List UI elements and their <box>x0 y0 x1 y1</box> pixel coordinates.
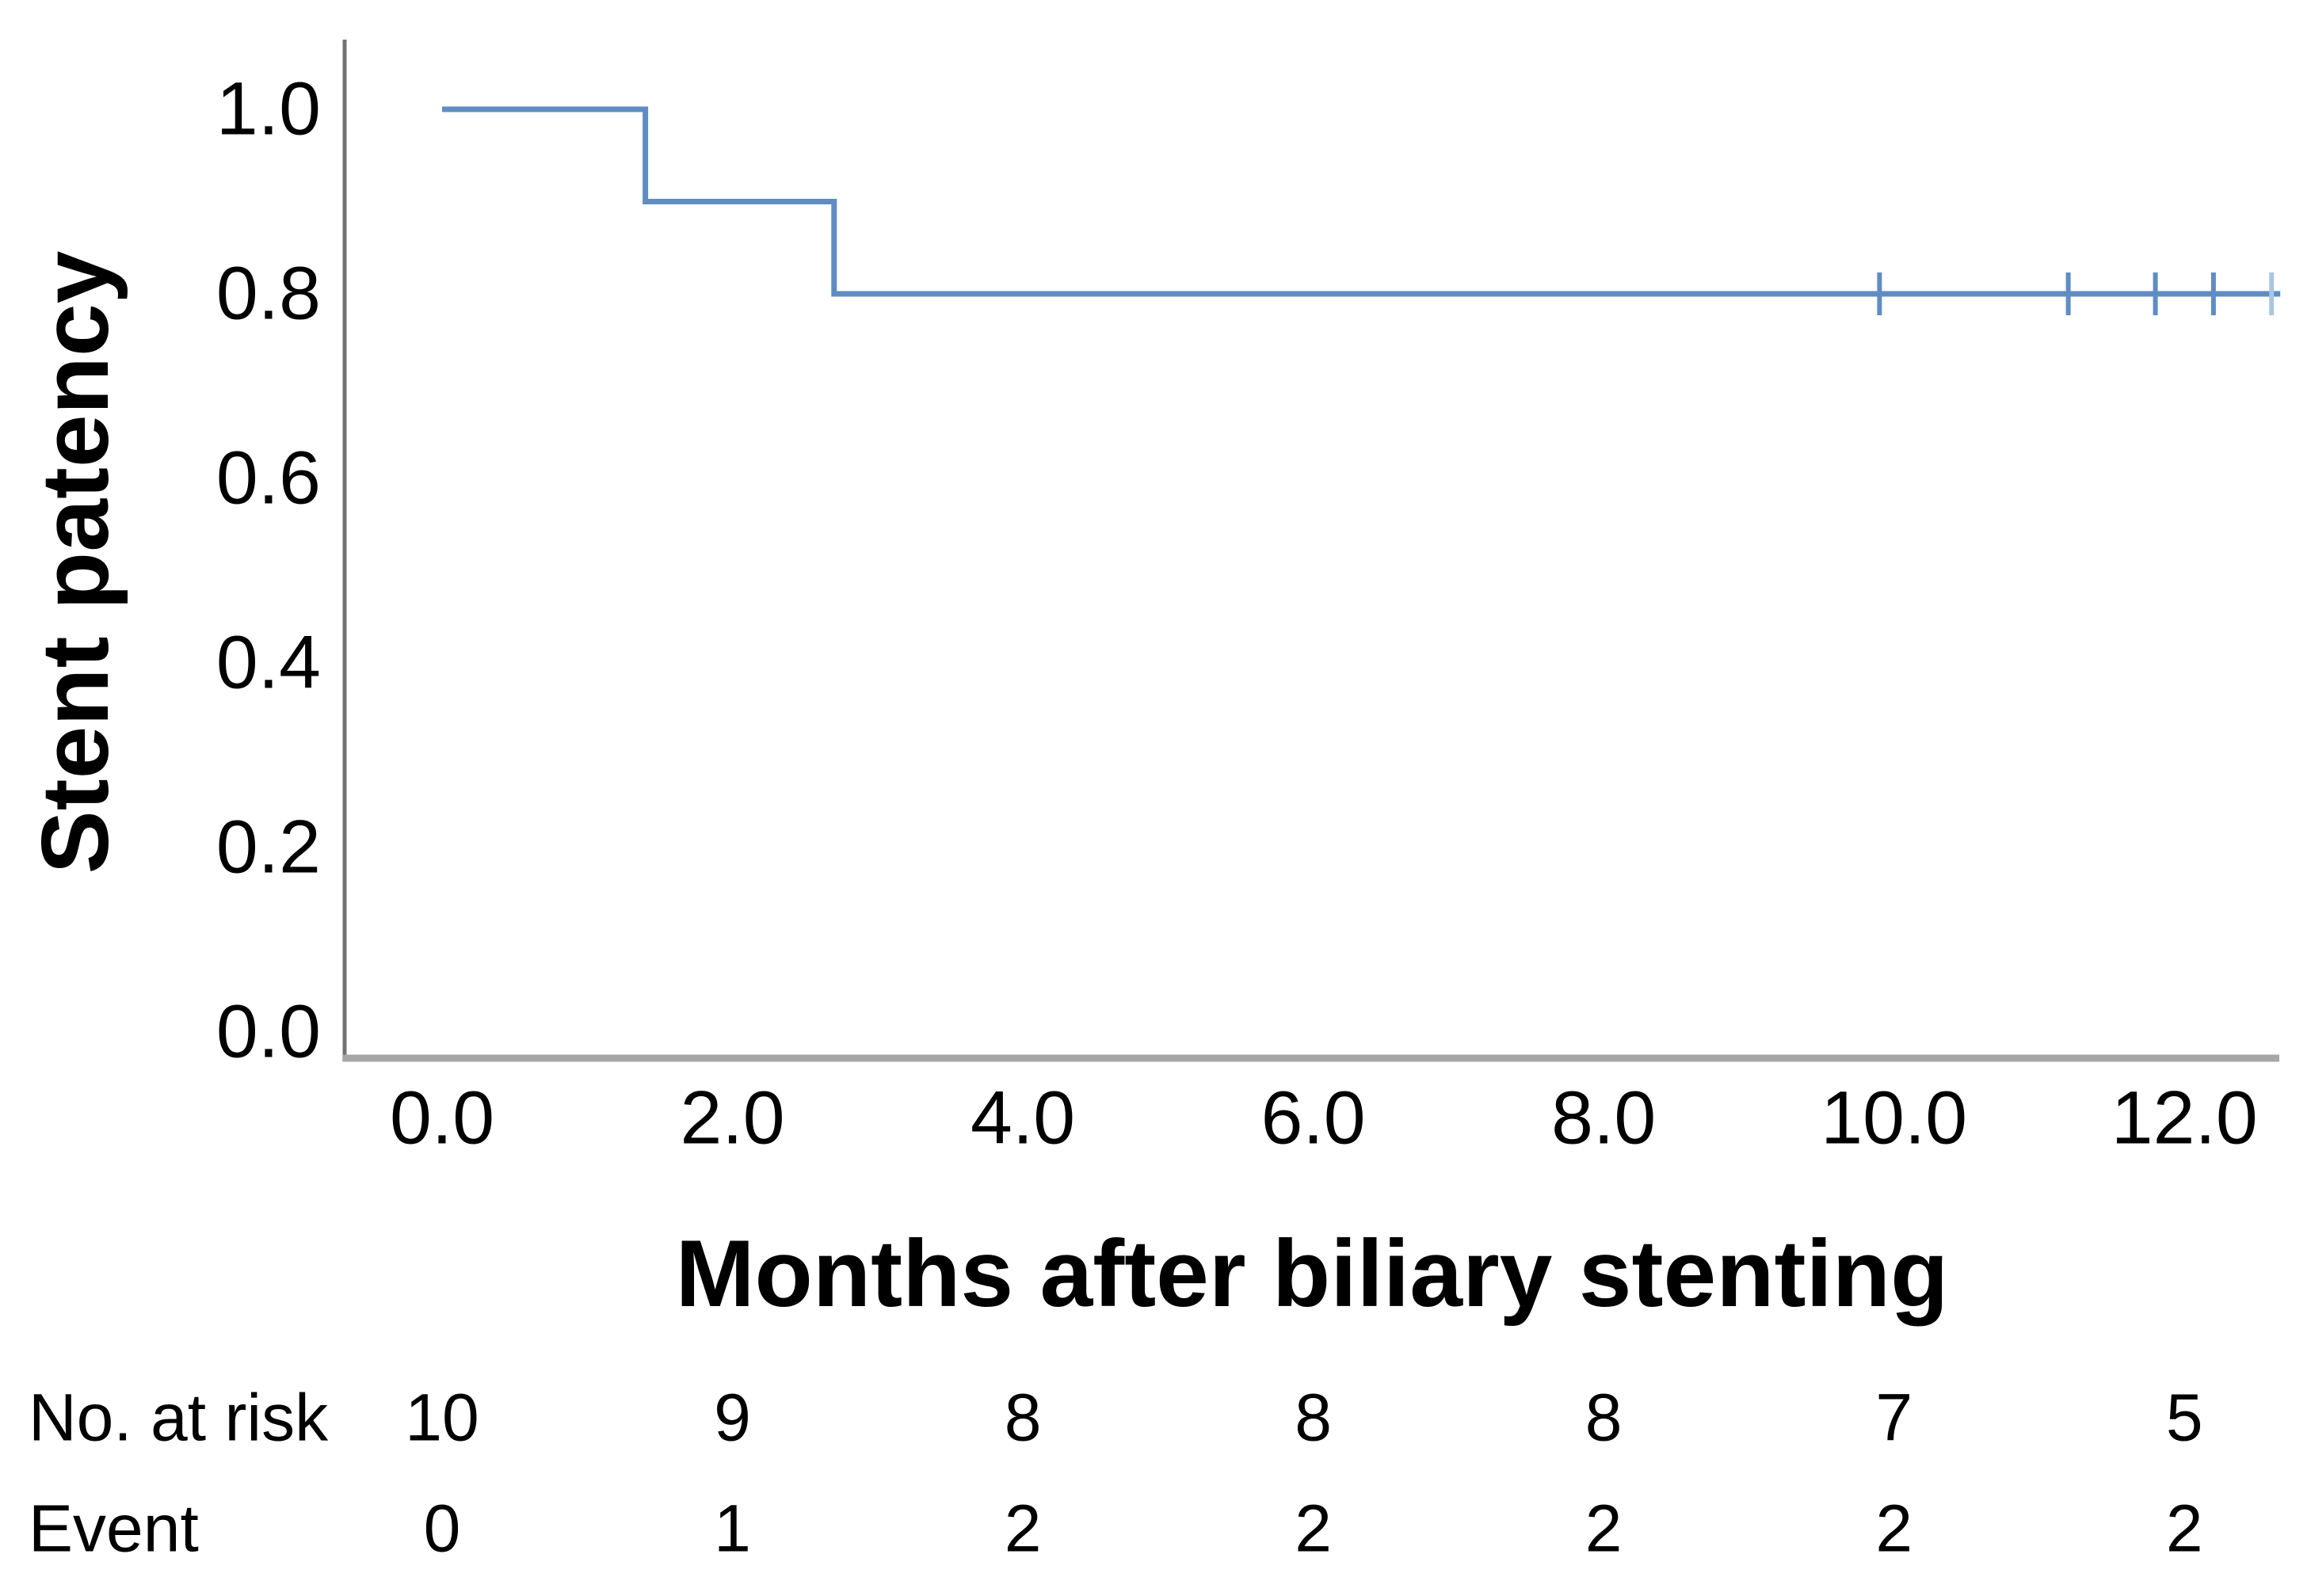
axes-layer <box>342 40 2279 1062</box>
y-tick-label: 1.0 <box>215 67 321 151</box>
risk-table-row-label-event: Event <box>29 1491 199 1566</box>
x-tick-label: 2.0 <box>680 1076 785 1160</box>
risk-table-row-label-at-risk: No. at risk <box>29 1380 329 1455</box>
x-axis-title: Months after biliary stenting <box>675 1221 1949 1327</box>
event-count: 2 <box>2165 1491 2203 1566</box>
x-tick-label: 4.0 <box>971 1076 1076 1160</box>
y-tick-label: 0.2 <box>215 805 321 889</box>
risk-count: 8 <box>1295 1380 1332 1455</box>
event-count: 1 <box>714 1491 751 1566</box>
y-tick-label: 0.6 <box>215 436 321 520</box>
curve-layer <box>442 106 2281 315</box>
x-tick-label: 12.0 <box>2111 1076 2258 1160</box>
x-tick-label: 10.0 <box>1821 1076 1968 1160</box>
risk-count: 8 <box>1585 1380 1623 1455</box>
x-tick-label: 0.0 <box>389 1076 495 1160</box>
risk-count: 8 <box>1004 1380 1042 1455</box>
event-count: 2 <box>1295 1491 1332 1566</box>
risk-count: 9 <box>714 1380 751 1455</box>
risk-count: 10 <box>405 1380 479 1455</box>
risk-count: 7 <box>1875 1380 1913 1455</box>
risk-count: 5 <box>2165 1380 2203 1455</box>
x-tick-label: 8.0 <box>1551 1076 1657 1160</box>
event-count: 0 <box>423 1491 461 1566</box>
km-curve-path <box>442 106 2281 297</box>
event-count: 2 <box>1585 1491 1623 1566</box>
y-tick-label: 0.8 <box>215 251 321 336</box>
event-count: 2 <box>1004 1491 1042 1566</box>
y-axis-title: Stent patency <box>22 250 128 874</box>
y-tick-label: 0.4 <box>215 620 321 705</box>
event-count: 2 <box>1875 1491 1913 1566</box>
y-tick-label: 0.0 <box>215 989 321 1074</box>
x-tick-label: 6.0 <box>1260 1076 1366 1160</box>
